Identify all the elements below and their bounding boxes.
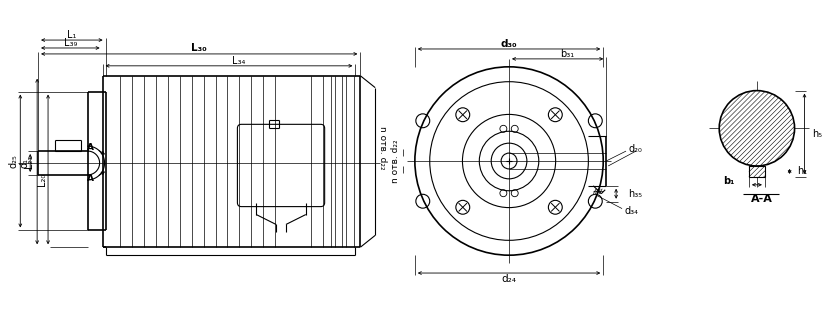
Text: L₂₁: L₂₁: [24, 155, 34, 168]
Text: h₅: h₅: [813, 129, 823, 139]
Text: d₂₀: d₂₀: [628, 144, 642, 154]
Text: d₁: d₁: [19, 158, 29, 168]
Text: L₃₀: L₃₀: [192, 43, 207, 53]
Polygon shape: [749, 166, 765, 177]
Text: h₃₅: h₃₅: [628, 189, 642, 199]
Text: A-A: A-A: [751, 194, 773, 204]
Text: h₁: h₁: [798, 166, 808, 176]
Text: d₂₄: d₂₄: [501, 274, 516, 284]
Text: L₂₀: L₂₀: [37, 173, 47, 186]
Text: n отв. d₂₂: n отв. d₂₂: [377, 126, 387, 170]
Text: L₃₉: L₃₉: [64, 38, 77, 48]
Text: L₃₄: L₃₄: [232, 56, 245, 66]
Text: d₃₀: d₃₀: [501, 39, 517, 49]
Text: b₁: b₁: [724, 176, 734, 186]
Text: A: A: [88, 143, 94, 151]
Circle shape: [719, 91, 795, 166]
Text: A: A: [88, 174, 94, 183]
Text: b₃₁: b₃₁: [561, 49, 575, 59]
Text: L₁: L₁: [67, 30, 77, 40]
Text: n отв. d₂₂: n отв. d₂₂: [391, 139, 400, 183]
Text: d₂₅: d₂₅: [8, 154, 18, 168]
Text: d₃₄: d₃₄: [624, 205, 638, 215]
